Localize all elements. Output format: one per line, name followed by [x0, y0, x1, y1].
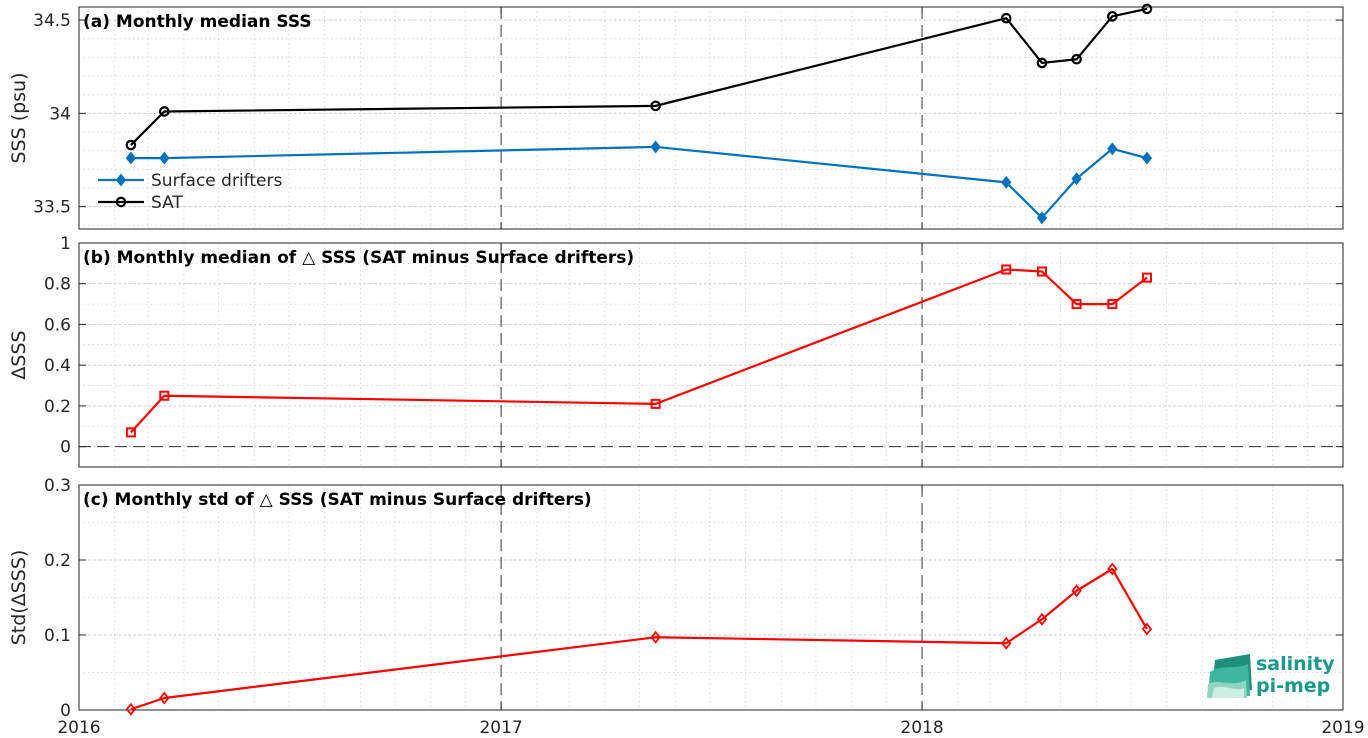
ytick-label: 0 — [60, 701, 71, 721]
data-point — [1107, 142, 1118, 156]
data-point — [1036, 57, 1048, 69]
data-point — [1107, 562, 1118, 576]
data-point — [159, 691, 170, 705]
ytick-label: 0.2 — [44, 397, 71, 417]
data-point — [1071, 299, 1082, 310]
ytick-label: 34 — [49, 104, 71, 124]
logo-line1: salinity — [1256, 653, 1335, 675]
ytick-label: 34.5 — [33, 11, 71, 31]
wave-icon — [1207, 654, 1252, 698]
panel-title: (a) Monthly median SSS — [83, 12, 312, 32]
axes-box — [78, 484, 1344, 711]
ytick-label: 0.8 — [44, 275, 71, 295]
data-point — [125, 151, 137, 165]
panel-b: 0 0.2 0.4 0.6 0.8 1 ΔSSS (b) Monthly median of … — [8, 234, 1344, 468]
series-sat — [125, 3, 1153, 151]
series-delta-sss — [125, 562, 1153, 716]
data-point — [1001, 636, 1012, 650]
ytick-label: 33.5 — [33, 198, 71, 218]
xtick-label: 2019 — [1321, 718, 1364, 738]
ytick-label: 0.6 — [44, 315, 71, 335]
y-axis-label: SSS (psu) — [8, 72, 30, 163]
data-point — [650, 140, 661, 154]
ytick-label: 0 — [60, 438, 71, 458]
data-point — [125, 427, 136, 438]
data-point — [1107, 299, 1118, 310]
series-line — [130, 145, 1148, 219]
data-point — [1001, 175, 1012, 189]
series-delta-sss — [125, 264, 1152, 438]
data-point — [1071, 53, 1082, 65]
data-point — [1036, 266, 1047, 277]
xtick-label: 2016 — [57, 718, 100, 738]
data-point — [650, 398, 661, 409]
data-point — [125, 139, 137, 151]
data-point — [1141, 151, 1153, 165]
panel-c: 0 0.1 0.2 0.3 2016 2017 2018 2019 Std(ΔSSS) (c) M… — [8, 476, 1365, 738]
y-axis-label: Std(ΔSSS) — [8, 550, 30, 646]
legend-marker — [115, 196, 127, 208]
ytick-label: 0.1 — [44, 626, 71, 646]
grid — [79, 7, 1343, 229]
legend-marker — [115, 173, 127, 187]
data-point — [1141, 3, 1153, 15]
ytick-label: 0.4 — [44, 356, 71, 376]
data-point — [1107, 11, 1118, 22]
series-line — [130, 7, 1148, 146]
data-point — [1141, 272, 1152, 283]
data-point — [1036, 612, 1048, 626]
data-point — [1141, 622, 1153, 636]
data-point — [1071, 172, 1082, 186]
xtick-label: 2017 — [479, 718, 522, 738]
plot-area — [79, 243, 1343, 467]
panel-title: (c) Monthly std of △ SSS (SAT minus Surf… — [83, 490, 592, 510]
data-point — [650, 100, 661, 112]
series-line — [130, 567, 1148, 711]
series-surface-drifters — [125, 140, 1153, 225]
panel-a: 33.5 34 34.5 SSS (psu) (a) Monthly median SS… — [8, 3, 1344, 230]
data-point — [159, 151, 170, 165]
axes-box — [78, 242, 1344, 468]
data-point — [1036, 211, 1048, 225]
data-point — [1001, 264, 1012, 275]
data-point — [1071, 584, 1082, 598]
axes-box — [78, 6, 1344, 230]
data-point — [650, 630, 661, 644]
data-point — [159, 106, 170, 117]
logo-line2: pi-mep — [1256, 675, 1330, 697]
ytick-label: 0.2 — [44, 551, 71, 571]
series-line — [130, 268, 1148, 434]
salinity-pi-mep-logo: salinity pi-mep — [1207, 653, 1335, 698]
data-point — [1000, 12, 1012, 24]
xtick-label: 2018 — [900, 718, 943, 738]
legend-label: SAT — [151, 193, 183, 213]
data-point — [159, 390, 170, 401]
y-axis-label: ΔSSS — [8, 330, 30, 379]
ytick-label: 0.3 — [44, 476, 71, 496]
data-point — [125, 702, 137, 716]
ytick-label: 1 — [60, 234, 71, 254]
plot-area — [79, 7, 1343, 229]
legend-label: Surface drifters — [151, 171, 282, 191]
panel-title: (b) Monthly median of △ SSS (SAT minus S… — [83, 248, 634, 268]
